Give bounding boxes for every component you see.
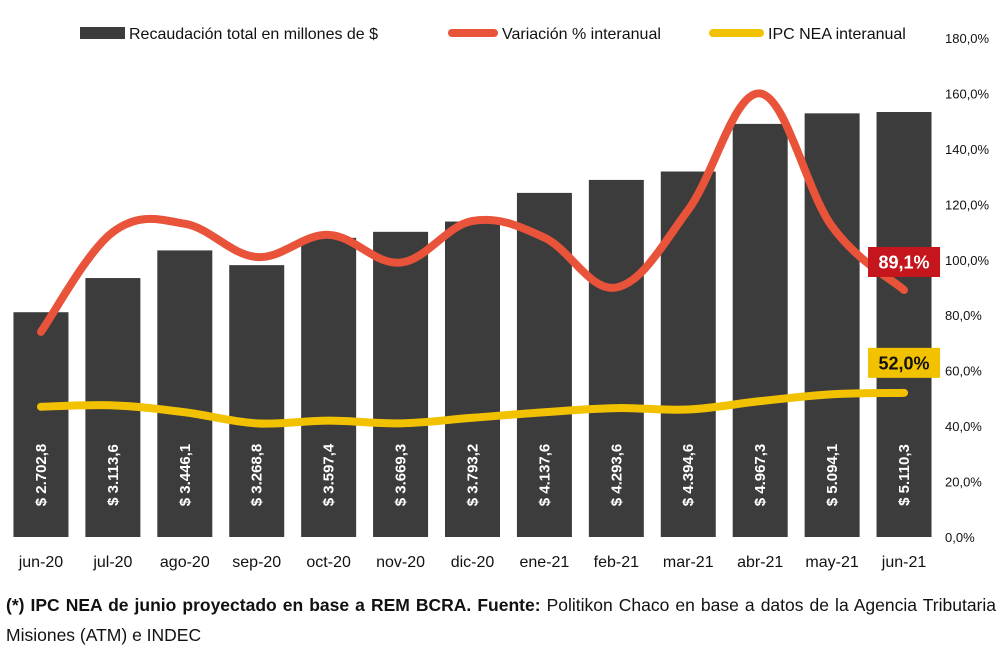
legend-label: Variación % interanual [502,26,661,43]
right-axis-tick-label: 100,0% [945,253,990,268]
x-axis-ticks: jun-20 jul-20 ago-20 sep-20 oct-20 nov-20 dic-… [18,554,927,571]
line-ipc-nea-interanual [36,388,909,428]
bar-value-label: $ 4.293,6 [608,444,625,507]
bar-value-label: $ 5.110,3 [896,444,913,506]
x-tick-label: jul-20 [92,554,132,571]
x-tick-label: ene-21 [520,554,570,571]
x-tick-label: feb-21 [594,554,639,571]
x-tick-label: abr-21 [737,554,783,571]
caption-bold: (*) IPC NEA de junio proyectado en base … [6,595,541,615]
caption-normal: Politikon Chaco en base a datos de la Ag… [6,595,996,645]
callout-box [868,347,941,378]
chart: $ 2.702,8 $ 3.113,6 $ 3.446,1 $ 3.268,8 $ 3.… [13,26,990,571]
bar-value-label: $ 3.669,3 [393,444,410,507]
bar-value-label: $ 4.967,3 [752,444,769,507]
bar-feb-21 [588,179,644,538]
bar-dic-20 [445,221,500,537]
x-tick-label: mar-21 [663,554,714,571]
bar-value-label: $ 3.597,4 [321,443,338,506]
bar-oct-20 [301,237,357,538]
right-axis-tick-label: 40,0% [945,419,982,434]
bar-value-label: $ 5.094,1 [824,444,841,507]
bar-jun-20 [13,312,69,537]
bar-jun-21 [876,111,932,538]
right-axis-tick-label: 160,0% [945,86,990,101]
right-axis-tick-label: 60,0% [945,364,982,379]
bar-ago-20 [157,250,213,537]
bar-value-label: $ 3.113,6 [105,444,122,506]
x-tick-label: jun-21 [881,554,927,571]
callouts: 89,1% 52,0% [868,246,941,378]
right-axis-tick-label: 140,0% [945,142,990,157]
source-caption: (*) IPC NEA de junio proyectado en base … [6,590,996,650]
callout-label: 89,1% [879,252,930,272]
x-tick-label: nov-20 [376,554,425,571]
right-axis-ticks: 0,0% 20,0% 40,0% 60,0% 80,0% 100,0% 120,0% 140,… [945,31,990,545]
callout-label: 52,0% [879,353,930,373]
bar-group [13,111,932,538]
right-axis-tick-label: 0,0% [945,530,975,545]
legend: Recaudación total en millones de $ Variac… [80,26,906,43]
x-tick-label: ago-20 [160,554,210,571]
right-axis-tick-label: 80,0% [945,308,982,323]
right-axis-tick-label: 180,0% [945,31,990,46]
legend-swatch-bar [80,27,125,39]
x-tick-label: jun-20 [18,554,64,571]
bar-value-label: $ 2.702,8 [33,444,50,507]
bar-value-label: $ 3.446,1 [177,444,194,507]
x-tick-label: may-21 [805,554,858,571]
line-variaci-n-interanual [36,89,909,336]
bar-sep-20 [229,265,285,537]
bar-label-group: $ 2.702,8 $ 3.113,6 $ 3.446,1 $ 3.268,8 $ 3.… [33,443,913,506]
line-group [36,89,909,428]
callout-box [868,246,941,277]
bar-abr-21 [732,123,788,537]
right-axis-tick-label: 20,0% [945,475,982,490]
bar-value-label: $ 4.394,6 [680,444,697,507]
bar-nov-20 [373,231,429,537]
x-tick-label: sep-20 [232,554,281,571]
bar-value-label: $ 3.793,2 [464,444,481,507]
right-axis-tick-label: 120,0% [945,197,990,212]
legend-label: IPC NEA interanual [768,26,906,43]
x-tick-label: oct-20 [306,554,351,571]
legend-label: Recaudación total en millones de $ [129,26,378,43]
x-tick-label: dic-20 [451,554,495,571]
bar-value-label: $ 4.137,6 [536,444,553,507]
bar-value-label: $ 3.268,8 [249,444,266,507]
